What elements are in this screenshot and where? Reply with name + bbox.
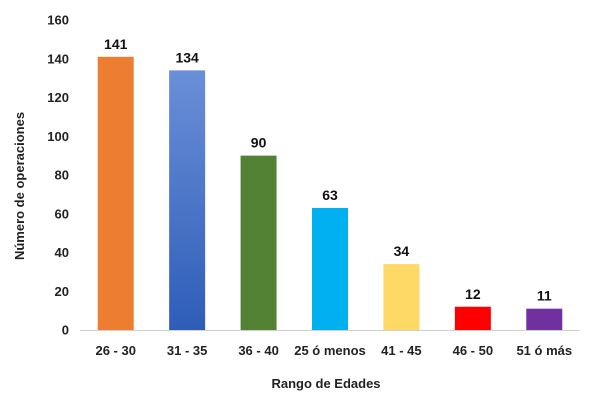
bars-group: 141 134 90 63 34 12 11 — [97, 36, 563, 330]
data-label-2: 134 — [175, 49, 199, 65]
y-tick-label: 60 — [55, 206, 69, 221]
x-category-label: 36 - 40 — [238, 343, 278, 358]
data-label-1: 141 — [104, 36, 128, 52]
x-category-label: 26 - 30 — [95, 343, 135, 358]
bar-1 — [97, 56, 134, 330]
y-tick-label: 140 — [47, 51, 69, 66]
bar-2 — [169, 70, 206, 330]
y-tick-label: 0 — [62, 323, 69, 338]
x-category-label: 51 ó más — [516, 343, 572, 358]
x-category-label: 25 ó menos — [294, 343, 366, 358]
x-category-label: 41 - 45 — [381, 343, 421, 358]
bar-7 — [526, 308, 563, 330]
data-label-5: 34 — [394, 243, 410, 259]
bar-6 — [454, 306, 491, 330]
y-tick-label: 120 — [47, 90, 69, 105]
bar-5 — [383, 264, 420, 330]
x-category-label: 31 - 35 — [167, 343, 207, 358]
bar-3 — [240, 155, 277, 330]
data-label-6: 12 — [465, 286, 481, 302]
y-axis-title: Número de operaciones — [12, 112, 27, 260]
y-tick-label: 20 — [55, 284, 69, 299]
y-axis: 0 20 40 60 80 100 120 140 160 — [47, 13, 69, 338]
x-axis-title: Rango de Edades — [271, 376, 380, 391]
data-label-7: 11 — [537, 288, 552, 304]
y-tick-label: 100 — [47, 129, 69, 144]
data-label-4: 63 — [322, 187, 338, 203]
y-tick-label: 80 — [55, 168, 69, 183]
bar-4 — [312, 207, 348, 330]
x-category-label: 46 - 50 — [453, 343, 493, 358]
y-tick-label: 160 — [47, 13, 69, 28]
data-label-3: 90 — [251, 135, 267, 151]
x-axis: 26 - 30 31 - 35 36 - 40 25 ó menos 41 - 45 46… — [95, 343, 572, 358]
y-tick-label: 40 — [55, 245, 69, 260]
